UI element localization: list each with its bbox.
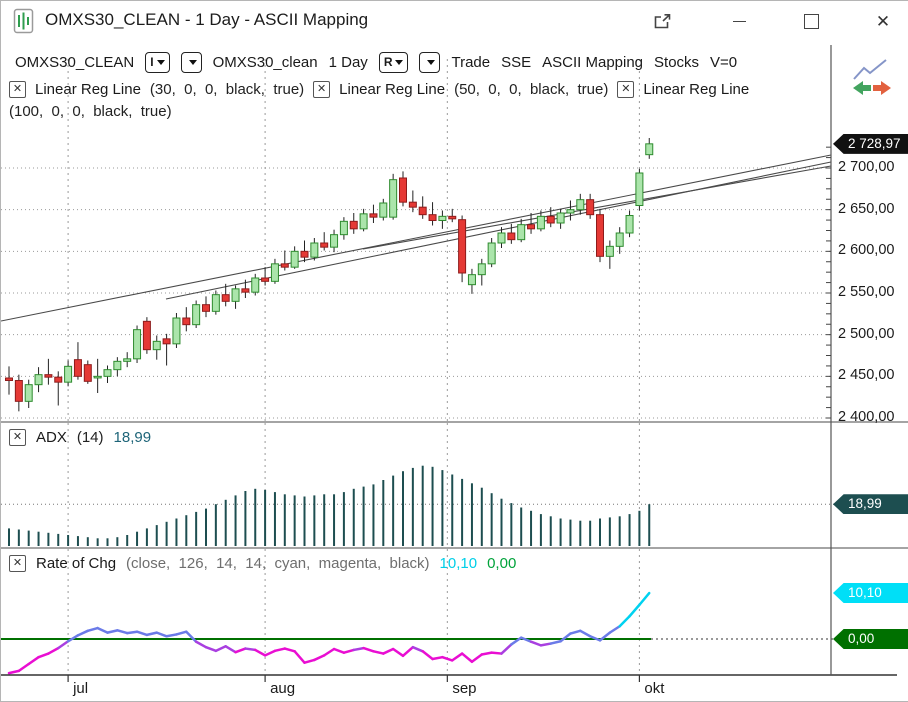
reg-line-100-params: (100, 0, 0, black, true) xyxy=(9,102,172,120)
interval-dropdown[interactable]: I xyxy=(145,51,170,73)
reg-line-100-checkbox[interactable]: ✕ xyxy=(617,80,635,98)
y-axis-label: 2 600,00 xyxy=(838,242,895,259)
reg-line-50-checkbox[interactable]: ✕ xyxy=(313,80,331,98)
y-axis-label: 2 650,00 xyxy=(838,200,895,217)
close-button[interactable]: ✕ xyxy=(870,9,896,33)
chevron-down-icon xyxy=(427,59,436,65)
indicator-legend-row-2: (100, 0, 0, black, true) xyxy=(9,101,172,121)
adx-value: 18,99 xyxy=(113,428,152,446)
chevron-down-icon xyxy=(395,59,404,65)
trend-arrows-icon[interactable] xyxy=(851,57,893,101)
adx-pane-header: ✕ ADX (14) 18,99 xyxy=(9,426,151,448)
maximize-icon xyxy=(803,13,819,29)
close-icon: ✕ xyxy=(875,11,891,31)
x-axis-month-label: sep xyxy=(452,680,477,697)
range-dropdown[interactable]: R xyxy=(378,51,409,73)
indicator-legend-row-1: ✕ Linear Reg Line (30, 0, 0, black, true… xyxy=(9,78,749,100)
menu-item-stocks[interactable]: Stocks xyxy=(654,53,700,71)
y-axis-label: 2 450,00 xyxy=(838,367,895,384)
x-axis-month-label: okt xyxy=(644,680,665,697)
roc-zero-value: 0,00 xyxy=(487,554,517,572)
y-axis-label: 2 400,00 xyxy=(838,409,895,425)
minimize-icon xyxy=(732,20,746,22)
chevron-down-icon xyxy=(156,59,165,65)
roc-params: (close, 126, 14, 14, cyan, magenta, blac… xyxy=(126,554,430,572)
roc-label: Rate of Chg xyxy=(36,554,117,572)
y-axis-label: 2 550,00 xyxy=(838,284,895,300)
menu-item-ascii-mapping[interactable]: ASCII Mapping xyxy=(542,53,644,71)
reg-line-30-params: (30, 0, 0, black, true) xyxy=(149,80,305,98)
reg-line-50-params: (50, 0, 0, black, true) xyxy=(454,80,609,98)
reg-line-30-label: Linear Reg Line xyxy=(35,80,141,98)
last-price-tag: 2 728,97 xyxy=(833,133,908,154)
roc-checkbox[interactable]: ✕ xyxy=(9,554,26,572)
adx-checkbox[interactable]: ✕ xyxy=(9,428,26,446)
series-name-label: OMXS30_clean xyxy=(212,53,318,71)
maximize-button[interactable] xyxy=(798,9,824,33)
open-in-new-window-icon xyxy=(654,13,670,28)
volume-status-label: V=0 xyxy=(710,53,738,71)
roc-value-tag: 10,10 xyxy=(833,583,908,604)
x-axis-month-label: jul xyxy=(73,680,89,697)
range-dropdown-value: R xyxy=(383,55,393,69)
window-title: OMXS30_CLEAN - 1 Day - ASCII Mapping xyxy=(45,10,369,29)
minimize-button[interactable] xyxy=(726,9,752,33)
symbol-label: OMXS30_CLEAN xyxy=(15,53,135,71)
extra-dropdown[interactable] xyxy=(419,51,441,73)
adx-label: ADX xyxy=(36,428,67,446)
menu-item-sse[interactable]: SSE xyxy=(501,53,532,71)
menu-item-trade[interactable]: Trade xyxy=(451,53,491,71)
period-label: 1 Day xyxy=(328,53,368,71)
app-icon xyxy=(13,8,34,34)
adx-params: (14) xyxy=(76,428,104,446)
roc-zero-tag: 0,00 xyxy=(833,629,908,649)
interval-dropdown-value: I xyxy=(150,55,154,69)
y-axis-label: 2 700,00 xyxy=(838,159,895,175)
popout-window-button[interactable] xyxy=(649,9,675,33)
chevron-down-icon xyxy=(188,59,197,65)
y-axis-label: 2 500,00 xyxy=(838,325,895,342)
roc-pane-header: ✕ Rate of Chg (close, 126, 14, 14, cyan,… xyxy=(9,552,516,574)
roc-last-value: 10,10 xyxy=(439,554,478,572)
toolbar: OMXS30_CLEAN I OMXS30_clean 1 Day R Trad… xyxy=(15,50,737,74)
reg-line-50-label: Linear Reg Line xyxy=(339,80,446,98)
x-axis-month-label: aug xyxy=(270,680,296,697)
reg-line-100-label: Linear Reg Line xyxy=(643,80,750,98)
reg-line-30-checkbox[interactable]: ✕ xyxy=(9,80,26,98)
adx-value-tag: 18,99 xyxy=(833,494,908,515)
symbol-dropdown[interactable] xyxy=(180,51,202,73)
